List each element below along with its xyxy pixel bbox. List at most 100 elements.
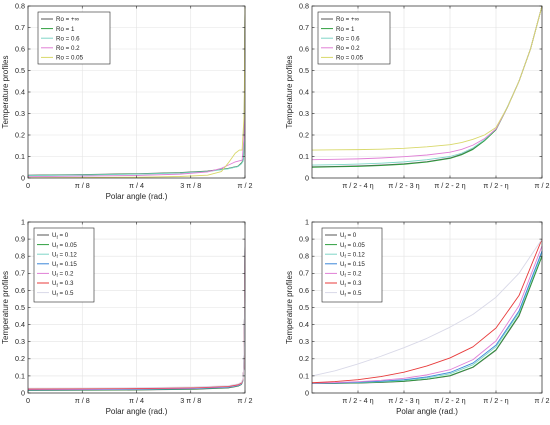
y-tick-label: 0.7 xyxy=(299,269,309,278)
y-tick-label: 0.8 xyxy=(15,1,25,10)
y-tick-label: 0.6 xyxy=(15,44,25,53)
x-tick-label: π / 8 xyxy=(75,396,90,405)
y-tick-label: 0.4 xyxy=(15,87,25,96)
y-tick-label: 0.6 xyxy=(299,286,309,295)
y-axis-label: Temperature profiles xyxy=(285,56,294,129)
x-axis-label: Polar angle (rad.) xyxy=(106,407,168,416)
legend-entry: Ro = 0.05 xyxy=(56,55,84,62)
x-axis-label: Polar angle (rad.) xyxy=(106,192,168,201)
x-tick-label: π / 2 - η xyxy=(483,396,508,405)
chart-panel-1: 0 0.1 0.2 0.3 0.4 0.5 0.6 0.7 0.8 0 π / 8 π / 4 3 π … xyxy=(1,1,252,201)
x-tick-label: π / 2 - 2 η xyxy=(434,181,465,190)
x-tick-label: π / 4 xyxy=(129,181,144,190)
x-tick-label: 3 π / 8 xyxy=(180,396,201,405)
series-line-4 xyxy=(311,250,543,384)
x-tick-label: π / 4 xyxy=(129,396,144,405)
legend-entry: Uf = 0 xyxy=(340,232,357,240)
series-line-3 xyxy=(27,5,246,177)
legend-entry: Uf = 0 xyxy=(52,232,69,240)
legend-entry: Uf = 0.05 xyxy=(340,242,365,250)
y-tick-label: 0 xyxy=(21,388,25,397)
x-tick-label: π / 2 xyxy=(238,396,253,405)
y-tick-label: 0.5 xyxy=(299,303,309,312)
legend: Ro = +∞ Ro = 1 Ro = 0.6 Ro = 0.2 Ro = 0.05 xyxy=(317,11,391,65)
y-tick-label: 0.1 xyxy=(15,371,25,380)
y-tick-label: 1 xyxy=(305,217,309,226)
legend-entry: Uf = 0.5 xyxy=(340,290,362,298)
legend-entry: Uf = 0.5 xyxy=(52,290,74,298)
series-line-5 xyxy=(27,5,246,179)
x-tick-label: π / 2 - 4 η xyxy=(342,181,373,190)
y-tick-label: 0.8 xyxy=(15,252,25,261)
legend-entry: Ro = +∞ xyxy=(56,16,79,23)
x-tick-label: π / 2 - 4 η xyxy=(342,396,373,405)
y-tick-label: 0.1 xyxy=(299,371,309,380)
y-tick-label: 0.5 xyxy=(299,66,309,75)
x-tick-label: π / 2 - 3 η xyxy=(388,181,419,190)
legend-entry: Uf = 0.15 xyxy=(52,261,77,269)
y-tick-label: 0.2 xyxy=(15,354,25,363)
x-axis-label: Polar angle (rad.) xyxy=(396,407,458,416)
legend-entry: Uf = 0.15 xyxy=(340,261,365,269)
legend-entry: Uf = 0.3 xyxy=(340,280,362,288)
legend-entry: Ro = 0.2 xyxy=(336,45,360,52)
legend-entry: Ro = 1 xyxy=(56,26,75,33)
chart-panel-2: 0 0.1 0.2 0.3 0.4 0.5 0.6 0.7 0.8 π / 2 - 4 η π / … xyxy=(285,1,549,190)
y-tick-label: 0.1 xyxy=(15,152,25,161)
x-tick-label: π / 2 - η xyxy=(483,181,508,190)
y-tick-label: 0.5 xyxy=(15,303,25,312)
y-tick-label: 0.3 xyxy=(299,109,309,118)
series-line-7 xyxy=(311,238,543,377)
legend-entry: Uf = 0.12 xyxy=(52,251,77,259)
legend: Ro = +∞ Ro = 1 Ro = 0.6 Ro = 0.2 Ro = 0.05 xyxy=(37,11,111,65)
y-tick-label: 0.3 xyxy=(15,337,25,346)
legend-entry: Ro = 0.6 xyxy=(336,35,360,42)
y-tick-label: 0.4 xyxy=(15,320,25,329)
y-tick-label: 0.4 xyxy=(299,320,309,329)
legend-entry: Uf = 0.12 xyxy=(340,251,365,259)
y-tick-label: 0.8 xyxy=(299,252,309,261)
legend-entry: Ro = 0.2 xyxy=(56,45,80,52)
y-tick-label: 0 xyxy=(305,173,309,182)
legend-entry: Uf = 0.3 xyxy=(52,280,74,288)
y-tick-label: 0.8 xyxy=(299,1,309,10)
y-axis-label: Temperature profiles xyxy=(1,271,10,344)
legend-entry: Ro = +∞ xyxy=(336,16,359,23)
y-tick-label: 0.4 xyxy=(299,87,309,96)
x-tick-label: π / 2 xyxy=(238,181,253,190)
legend-entry: Ro = 0.05 xyxy=(336,55,364,62)
series-line-6 xyxy=(311,238,543,384)
series-line-5 xyxy=(311,5,543,151)
y-tick-label: 1 xyxy=(21,217,25,226)
y-axis-label: Temperature profiles xyxy=(1,56,10,129)
y-tick-label: 0.7 xyxy=(15,269,25,278)
y-tick-label: 0.9 xyxy=(299,235,309,244)
y-tick-label: 0.2 xyxy=(299,130,309,139)
legend-entry: Ro = 1 xyxy=(336,26,355,33)
chart-panel-3: 0 0.1 0.2 0.3 0.4 0.5 0.6 0.7 0.8 0.9 1 0 π / 8 π / 4… xyxy=(1,217,252,416)
y-tick-label: 0.2 xyxy=(299,354,309,363)
legend-box xyxy=(33,227,95,303)
y-tick-label: 0.6 xyxy=(299,44,309,53)
legend-entry: Uf = 0.05 xyxy=(52,242,77,250)
y-tick-label: 0.5 xyxy=(15,66,25,75)
y-tick-label: 0.1 xyxy=(299,152,309,161)
legend-box xyxy=(321,227,383,303)
y-axis-label: Temperature profiles xyxy=(285,271,294,344)
x-tick-label: π / 2 xyxy=(535,181,550,190)
y-tick-label: 0.9 xyxy=(15,235,25,244)
legend-entry: Ro = 0.6 xyxy=(56,35,80,42)
x-tick-label: π / 2 xyxy=(535,396,550,405)
x-tick-label: π / 2 - 2 η xyxy=(434,396,465,405)
y-tick-label: 0.7 xyxy=(299,23,309,32)
chart-panel-4: 0 0.1 0.2 0.3 0.4 0.5 0.6 0.7 0.8 0.9 1 π / 2 - 4 η… xyxy=(285,217,549,416)
y-tick-label: 0 xyxy=(21,173,25,182)
y-tick-label: 0.3 xyxy=(15,109,25,118)
x-tick-label: 3 π / 8 xyxy=(180,181,201,190)
y-tick-label: 0 xyxy=(305,388,309,397)
series-line-5 xyxy=(311,245,543,384)
x-tick-label: π / 2 - 3 η xyxy=(388,396,419,405)
